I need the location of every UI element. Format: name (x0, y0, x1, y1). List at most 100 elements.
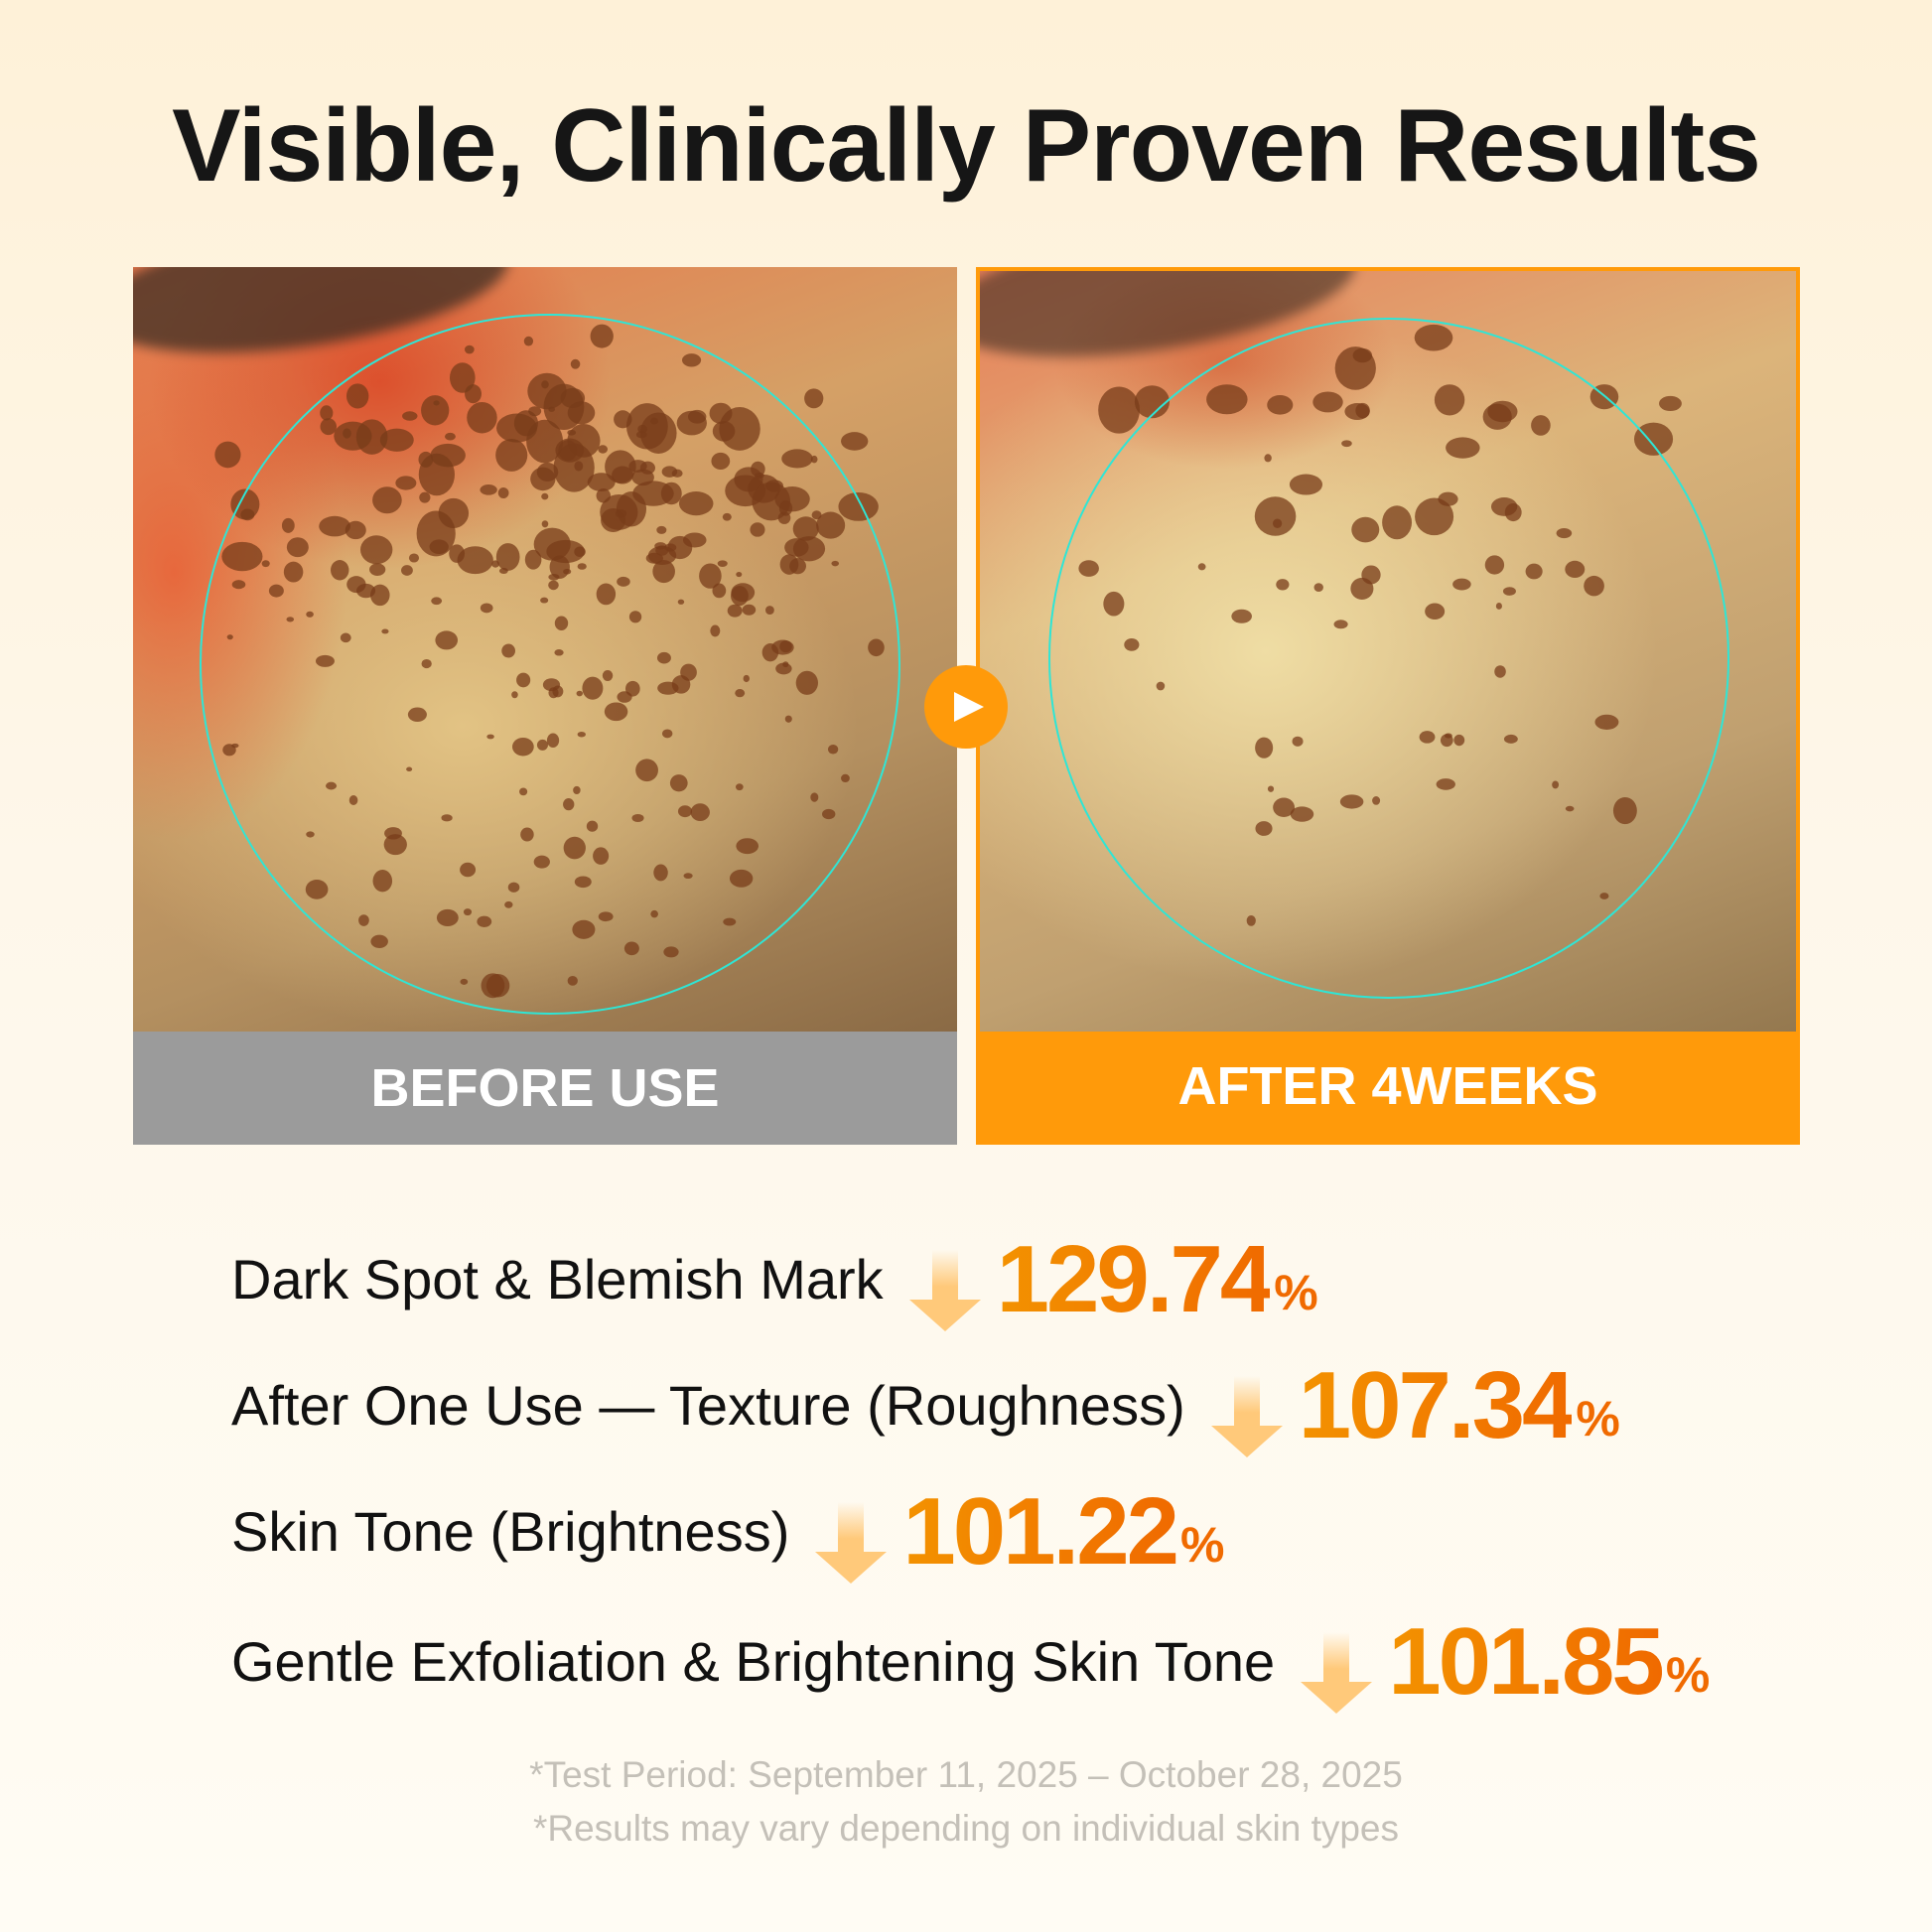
pigment-spot (433, 400, 440, 406)
pigment-spot (214, 441, 241, 469)
pigment-spot (654, 542, 667, 550)
pigment-spot (331, 560, 349, 581)
pigment-spot (1419, 731, 1436, 744)
stat-row: After One Use — Texture (Roughness) 107.… (231, 1342, 1710, 1468)
analysis-circle (200, 314, 900, 1015)
pigment-spot (231, 580, 246, 590)
stat-value: 101.85 (1388, 1607, 1665, 1715)
pigment-spot (463, 908, 473, 916)
pigment-spot (1484, 555, 1505, 575)
pigment-spot (407, 707, 427, 723)
pigment-spot (549, 555, 570, 579)
pigment-spot (497, 487, 509, 499)
pigment-spot (577, 563, 587, 570)
pigment-spot (678, 491, 714, 516)
pigment-spot (699, 563, 722, 589)
pigment-spot (1434, 384, 1465, 416)
pigment-spot (612, 466, 633, 484)
pigment-spot (548, 573, 560, 581)
play-icon (954, 692, 984, 722)
pigment-spot (639, 461, 655, 475)
pigment-spot (320, 418, 338, 436)
pigment-spot (596, 488, 612, 503)
pigment-spot (810, 792, 819, 802)
pigment-spot (286, 537, 309, 558)
pigment-spot (677, 599, 685, 605)
pigment-spot (379, 428, 414, 452)
stat-row: Gentle Exfoliation & Brightening Skin To… (231, 1598, 1710, 1725)
analysis-circle (1048, 318, 1729, 999)
arrow-down-icon (1301, 1631, 1373, 1714)
pigment-spot (1372, 796, 1381, 805)
pigment-spot (1531, 415, 1551, 436)
pigment-spot (1503, 734, 1518, 744)
pigment-spot (261, 560, 270, 568)
pigment-spot (717, 560, 728, 567)
pigment-spot (542, 678, 561, 692)
pigment-spot (735, 689, 746, 698)
pigment-spot (554, 616, 569, 630)
pigment-spot (526, 419, 564, 464)
pigment-spot (480, 484, 497, 495)
pigment-spot (419, 491, 431, 503)
pigment-spot (383, 834, 407, 856)
pigment-spot (821, 808, 836, 820)
pigment-spot (406, 766, 413, 772)
pigment-spot (460, 978, 469, 985)
pigment-spot (1312, 391, 1343, 413)
pigment-spot (710, 624, 721, 637)
pigment-spot (498, 567, 508, 574)
pigment-spot (617, 576, 630, 587)
pigment-spot (548, 406, 556, 412)
pigment-spot (722, 512, 732, 521)
after-spot-overlay (1048, 318, 1729, 999)
pigment-spot (1556, 528, 1573, 539)
pigment-spot (501, 643, 515, 658)
pigment-spot (1494, 665, 1506, 678)
pigment-spot (1206, 384, 1248, 415)
pigment-spot (340, 632, 351, 643)
pigment-spot (536, 739, 548, 751)
pigment-spot (222, 744, 236, 757)
stat-label: After One Use — Texture (Roughness) (231, 1374, 1185, 1437)
pigment-spot (460, 862, 477, 878)
pigment-spot (360, 535, 393, 565)
pigment-spot (401, 565, 413, 576)
pigment-spot (1246, 914, 1256, 926)
pigment-spot (1351, 516, 1380, 543)
pigment-spot (669, 774, 688, 792)
stat-value: 107.34 (1298, 1351, 1576, 1458)
pigment-spot (602, 670, 614, 682)
pigment-spot (480, 603, 493, 614)
after-panel: AFTER 4WEEKS (976, 267, 1800, 1145)
pigment-spot (1134, 385, 1171, 419)
footnote-test-period: *Test Period: September 11, 2025 – Octob… (529, 1754, 1403, 1795)
pigment-spot (677, 805, 693, 818)
pigment-spot (431, 597, 443, 606)
pigment-spot (563, 836, 586, 860)
pigment-spot (281, 517, 295, 533)
play-button[interactable] (924, 665, 1008, 749)
pigment-spot (536, 463, 559, 482)
pigment-spot (346, 576, 366, 594)
stat-label: Skin Tone (Brightness) (231, 1500, 790, 1563)
pigment-spot (779, 554, 799, 575)
stat-label: Gentle Exfoliation & Brightening Skin To… (231, 1630, 1276, 1693)
pigment-spot (743, 674, 750, 683)
pigment-spot (283, 561, 304, 583)
pigment-spot (381, 628, 389, 634)
pigment-spot (1341, 440, 1352, 448)
pigment-spot (1264, 454, 1272, 463)
pigment-spot (491, 560, 499, 568)
pigment-spot (467, 401, 497, 434)
pigment-spot (1276, 579, 1290, 591)
pigment-spot (590, 324, 614, 348)
pigment-spot (631, 813, 644, 823)
pigment-spot (511, 691, 518, 699)
pigment-spot (683, 873, 693, 880)
pigment-spot (523, 336, 534, 346)
pigment-spot (1255, 821, 1273, 836)
stats-list: Dark Spot & Blemish Mark 129.74 % After … (231, 1216, 1710, 1725)
pigment-spot (516, 672, 531, 688)
stat-unit: % (1665, 1646, 1711, 1703)
